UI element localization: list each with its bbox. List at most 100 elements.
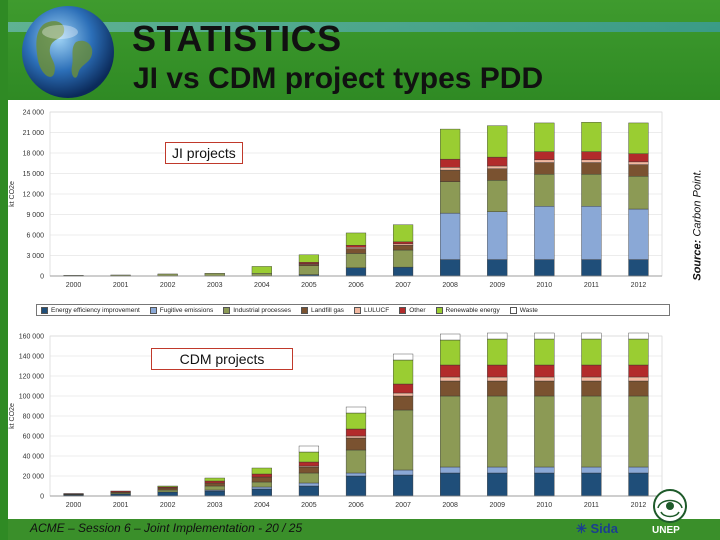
cdm-bar-segment bbox=[487, 364, 508, 378]
legend-label: Waste bbox=[519, 306, 538, 314]
ji-bar-segment bbox=[440, 158, 461, 168]
cdm-bar-segment bbox=[251, 488, 272, 497]
ji-bar-segment bbox=[534, 173, 555, 207]
cdm-bar-segment bbox=[534, 466, 555, 474]
cdm-bar-segment bbox=[487, 376, 508, 382]
cdm-y-tick-label: 120 000 bbox=[19, 374, 44, 381]
legend-swatch bbox=[399, 306, 407, 314]
cdm-bar-segment bbox=[345, 406, 367, 414]
cdm-y-tick-label: 80 000 bbox=[23, 414, 45, 421]
cdm-y-tick-label: 100 000 bbox=[19, 394, 44, 401]
cdm-bar-segment bbox=[440, 380, 461, 397]
ji-bar-segment bbox=[628, 208, 649, 260]
ji-y-tick-label: 12 000 bbox=[23, 192, 45, 199]
cdm-bar-segment bbox=[440, 364, 461, 378]
ji-y-tick-label: 18 000 bbox=[23, 151, 45, 158]
cdm-bar-segment bbox=[157, 485, 178, 488]
cdm-bar-segment bbox=[581, 376, 602, 382]
ji-bar-segment bbox=[440, 212, 461, 260]
ji-bar-segment bbox=[581, 122, 602, 152]
ji-x-tick-label: 2008 bbox=[442, 282, 458, 289]
cdm-bar-segment bbox=[251, 473, 272, 478]
ji-bar-segment bbox=[628, 176, 649, 210]
cdm-bar-segment bbox=[204, 490, 225, 497]
cdm-bar-segment bbox=[345, 437, 367, 451]
legend-swatch bbox=[353, 306, 361, 314]
ji-x-tick-label: 2005 bbox=[301, 282, 317, 289]
unep-logo-icon bbox=[653, 489, 687, 523]
cdm-chart: 0 20 000 40 000 60 000 80 000 100 000 120 000 1… bbox=[9, 332, 663, 509]
cdm-bar-segment bbox=[392, 359, 414, 385]
ji-bar-segment bbox=[392, 249, 414, 268]
cdm-x-tick-label: 2000 bbox=[66, 502, 82, 509]
legend-label: Energy efficiency improvement bbox=[51, 306, 140, 314]
legend-item: Other bbox=[399, 306, 426, 314]
cdm-bar-segment bbox=[534, 472, 555, 497]
cdm-bar-segment bbox=[251, 467, 272, 475]
chart-legend: Energy efficiency improvement Fugitive em… bbox=[36, 304, 670, 316]
ji-bar-segment bbox=[440, 167, 461, 171]
globe-icon bbox=[22, 6, 114, 98]
ji-x-tick-label: 2012 bbox=[631, 282, 647, 289]
ji-y-tick-label: 6 000 bbox=[26, 233, 44, 240]
cdm-bar-segment bbox=[298, 472, 320, 484]
cdm-bar-segment bbox=[581, 332, 602, 340]
ji-bar-segment bbox=[487, 156, 508, 167]
cdm-bar-segment bbox=[628, 380, 649, 397]
cdm-bar-segment bbox=[345, 449, 367, 474]
cdm-bar-segment bbox=[392, 383, 414, 394]
legend-label: LULUCF bbox=[363, 306, 390, 314]
cdm-bar-segment bbox=[298, 485, 320, 497]
footer-session-text: ACME – Session 6 – Joint Implementation … bbox=[30, 521, 303, 535]
ji-x-tick-label: 2007 bbox=[395, 282, 411, 289]
ji-x-tick-label: 2011 bbox=[584, 282, 599, 289]
cdm-bar-segment bbox=[345, 435, 367, 439]
source-value: Carbon Point. bbox=[692, 169, 705, 237]
cdm-bar-segment bbox=[204, 480, 225, 484]
cdm-bar-segment bbox=[204, 485, 225, 491]
ji-bar-segment bbox=[440, 259, 461, 277]
cdm-bar-segment bbox=[440, 466, 461, 474]
cdm-bar-segment bbox=[534, 376, 555, 382]
ji-x-tick-label: 2006 bbox=[348, 282, 364, 289]
cdm-bar-segment bbox=[251, 476, 272, 483]
legend-item: Fugitive emissions bbox=[149, 306, 213, 314]
ji-y-tick-label: 21 000 bbox=[23, 130, 45, 137]
cdm-bar-segment bbox=[628, 376, 649, 382]
ji-bar-segment bbox=[298, 265, 320, 275]
ji-y-axis-label: kt CO2e bbox=[9, 181, 16, 207]
cdm-bar-segment bbox=[487, 332, 508, 340]
cdm-bar-segment bbox=[157, 487, 178, 491]
ji-bar-segment bbox=[440, 181, 461, 214]
ji-bar-segment bbox=[345, 247, 367, 249]
cdm-x-tick-label: 2004 bbox=[254, 502, 270, 509]
legend-label: Renewable energy bbox=[445, 306, 500, 314]
legend-swatch bbox=[435, 306, 443, 314]
ji-bar-segment bbox=[204, 273, 225, 277]
cdm-bar-segment bbox=[440, 395, 461, 468]
legend-label: Industrial processes bbox=[233, 306, 292, 314]
sida-logo-text: Sida bbox=[590, 521, 618, 536]
cdm-y-tick-label: 0 bbox=[40, 494, 44, 501]
cdm-x-tick-label: 2009 bbox=[489, 502, 505, 509]
ji-bar-segment bbox=[628, 164, 649, 177]
ji-y-tick-label: 3 000 bbox=[26, 253, 44, 260]
legend-label: Landfill gas bbox=[311, 306, 344, 314]
cdm-bar-segment bbox=[204, 477, 225, 482]
ji-chart: 0 3 000 6 000 9 000 12 000 15 000 18 000 21 000… bbox=[9, 110, 663, 289]
ji-bar-segment bbox=[581, 206, 602, 260]
cdm-bar-segment bbox=[345, 428, 367, 437]
ji-bar-segment bbox=[487, 168, 508, 181]
ji-bar-segment bbox=[345, 232, 367, 246]
ji-bar-segment bbox=[392, 243, 414, 246]
cdm-bar-segment bbox=[345, 412, 367, 430]
cdm-bar-segment bbox=[487, 395, 508, 468]
cdm-x-tick-label: 2002 bbox=[160, 502, 176, 509]
legend-swatch bbox=[149, 306, 157, 314]
cdm-bar-segment bbox=[581, 380, 602, 397]
cdm-bar-segment bbox=[534, 338, 555, 366]
cdm-bar-segment bbox=[298, 461, 320, 467]
cdm-x-tick-label: 2008 bbox=[442, 502, 458, 509]
ji-bar-segment bbox=[628, 153, 649, 163]
cdm-bar-segment bbox=[392, 392, 414, 397]
